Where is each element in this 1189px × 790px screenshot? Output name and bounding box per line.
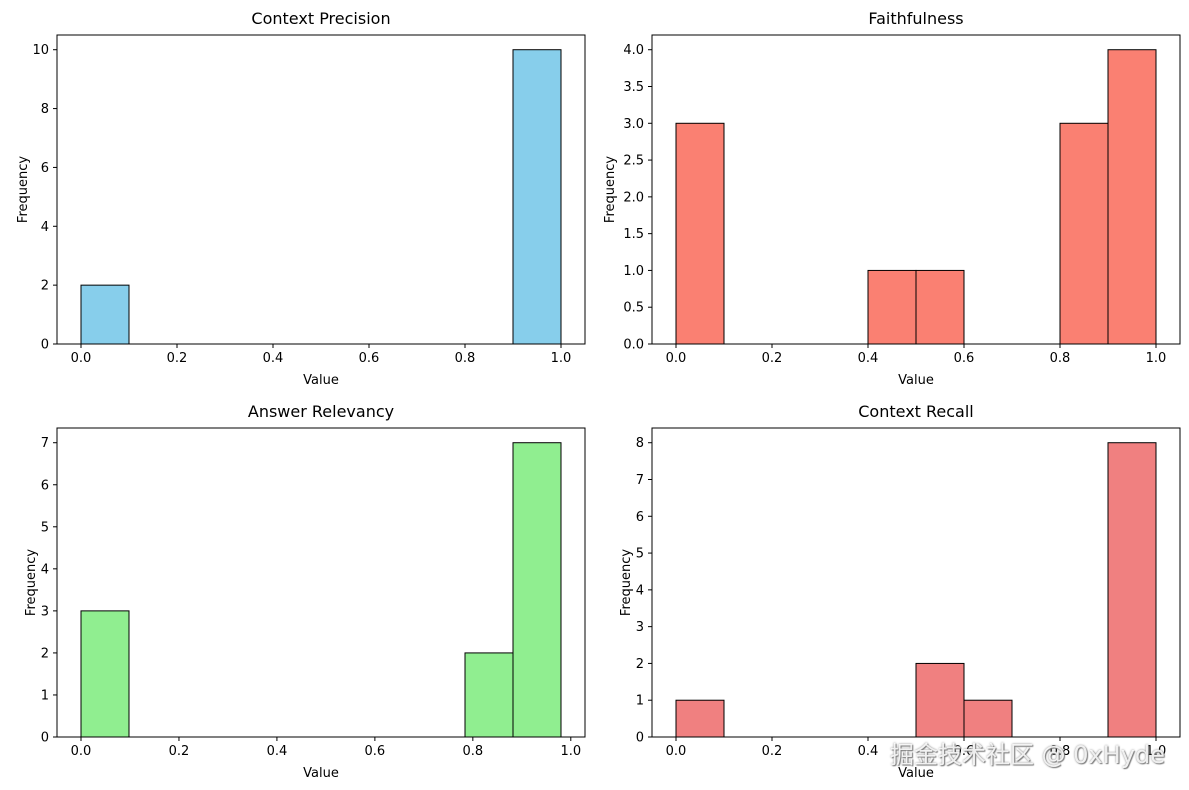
x-tick-label: 1.0 — [1146, 351, 1167, 366]
y-tick-label: 7 — [41, 436, 49, 451]
y-tick-label: 0 — [41, 338, 49, 353]
x-axis-label: Value — [898, 766, 934, 781]
watermark: 掘金技术社区 @ 0xHyde — [890, 741, 1165, 769]
y-tick-label: 5 — [636, 547, 644, 562]
x-tick-label: 0.4 — [263, 351, 284, 366]
axes-frame — [56, 427, 586, 738]
y-tick-label: 3 — [636, 620, 644, 635]
x-axis-label: Value — [898, 373, 934, 388]
y-tick-label: 5 — [41, 520, 49, 535]
x-tick-label: 0.8 — [455, 351, 476, 366]
chart-title: Answer Relevancy — [248, 402, 394, 421]
y-tick-label: 3.5 — [623, 80, 644, 95]
histogram-bar — [867, 269, 917, 345]
x-tick-label: 0.8 — [1050, 351, 1071, 366]
y-tick-label: 2 — [41, 279, 49, 294]
x-tick-label: 1.0 — [551, 351, 572, 366]
y-tick-label: 6 — [636, 510, 644, 525]
y-tick-label: 1.0 — [623, 264, 644, 279]
histogram-bar — [80, 610, 130, 738]
x-tick-label: 0.8 — [462, 744, 483, 759]
histogram-bar — [1107, 49, 1157, 345]
y-tick-label: 8 — [636, 436, 644, 451]
x-tick-label: 0.2 — [169, 744, 190, 759]
x-axis-label: Value — [303, 766, 339, 781]
y-tick-label: 0.0 — [623, 338, 644, 353]
histogram-bar — [675, 699, 725, 738]
x-tick-label: 0.4 — [267, 744, 288, 759]
y-tick-label: 2 — [41, 646, 49, 661]
y-tick-label: 0 — [636, 731, 644, 746]
x-tick-label: 0.0 — [71, 744, 92, 759]
y-tick-label: 10 — [32, 43, 49, 58]
x-tick-label: 0.4 — [858, 351, 879, 366]
y-tick-label: 2.0 — [623, 190, 644, 205]
x-tick-label: 0.2 — [762, 744, 783, 759]
x-tick-label: 0.0 — [666, 351, 687, 366]
histogram-bar — [675, 122, 725, 345]
y-tick-label: 6 — [41, 161, 49, 176]
x-tick-label: 0.2 — [167, 351, 188, 366]
x-tick-label: 0.0 — [71, 351, 92, 366]
histogram-bar — [915, 269, 965, 345]
y-axis-label: Frequency — [24, 549, 39, 616]
axes-frame — [56, 34, 586, 345]
histogram-bar — [963, 699, 1013, 738]
axes-frame — [651, 34, 1181, 345]
x-tick-label: 0.6 — [365, 744, 386, 759]
y-tick-label: 2.5 — [623, 154, 644, 169]
histogram-bar — [464, 652, 514, 738]
histogram-bar — [1107, 442, 1157, 738]
chart-panel-1: 0.0 0.2 0.4 0.6 0.8 1.0 0 2 4 6 8 10 Context Precisi… — [16, 9, 586, 388]
y-tick-label: 1 — [636, 694, 644, 709]
y-tick-label: 6 — [41, 478, 49, 493]
x-tick-label: 0.6 — [359, 351, 380, 366]
y-tick-label: 4 — [41, 220, 49, 235]
x-tick-label: 0.6 — [954, 351, 975, 366]
x-axis-label: Value — [303, 373, 339, 388]
y-axis-label: Frequency — [603, 156, 618, 223]
histogram-bar — [512, 49, 562, 345]
histogram-bar — [1059, 122, 1109, 345]
y-axis-label: Frequency — [619, 549, 634, 616]
x-tick-label: 1.0 — [560, 744, 581, 759]
y-tick-label: 0.5 — [623, 301, 644, 316]
y-tick-label: 8 — [41, 102, 49, 117]
chart-panel-2: 0.0 0.2 0.4 0.6 0.8 1.0 0.0 0.5 1.0 1.5 2.0 2.5 3.0 3… — [603, 9, 1181, 388]
chart-panel-4: 0.0 0.2 0.4 0.6 0.8 1.0 0 1 2 3 4 5 6 7 8 Context Recal… — [619, 402, 1181, 781]
x-tick-label: 0.2 — [762, 351, 783, 366]
y-tick-label: 1.5 — [623, 227, 644, 242]
y-tick-label: 7 — [636, 473, 644, 488]
x-tick-label: 0.8 — [1050, 744, 1071, 759]
x-tick-label: 1.0 — [1146, 744, 1167, 759]
y-tick-label: 3 — [41, 604, 49, 619]
y-tick-label: 1 — [41, 688, 49, 703]
x-tick-label: 0.0 — [666, 744, 687, 759]
y-tick-label: 3.0 — [623, 117, 644, 132]
chart-title: Context Precision — [251, 9, 390, 28]
x-tick-label: 0.4 — [858, 744, 879, 759]
histogram-bar — [80, 284, 130, 345]
histogram-bar — [915, 662, 965, 738]
chart-title: Faithfulness — [868, 9, 963, 28]
y-tick-label: 0 — [41, 731, 49, 746]
chart-panel-3: 0.0 0.2 0.4 0.6 0.8 1.0 0 1 2 3 4 5 6 7 Answer Relevan… — [24, 402, 586, 781]
y-tick-label: 4 — [636, 583, 644, 598]
axes-frame — [651, 427, 1181, 738]
chart-title: Context Recall — [858, 402, 974, 421]
y-axis-label: Frequency — [16, 156, 31, 223]
y-tick-label: 2 — [636, 657, 644, 672]
histogram-bar — [512, 442, 562, 738]
y-tick-label: 4 — [41, 562, 49, 577]
x-tick-label: 0.6 — [954, 744, 975, 759]
y-tick-label: 4.0 — [623, 43, 644, 58]
